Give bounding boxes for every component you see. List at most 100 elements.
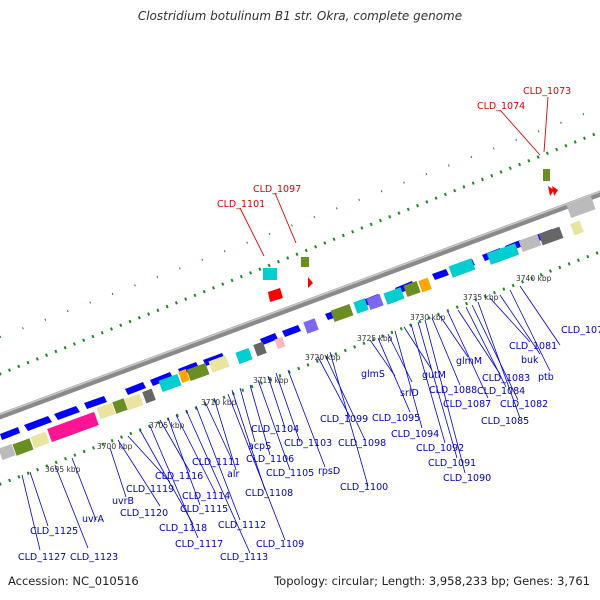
gene-label: gutM	[422, 370, 446, 381]
highlight-arrow	[308, 277, 313, 288]
gene-label: uvrB	[112, 496, 134, 507]
kbp-label: 3705 kbp	[149, 421, 185, 430]
kbp-label: 3725 kbp	[357, 334, 393, 343]
inner-gene-blocks	[0, 195, 596, 461]
gene-label: CLD_1106	[246, 454, 294, 465]
highlight-leaders	[239, 96, 549, 257]
gene-label: CLD_1103	[284, 438, 332, 449]
gene-label: uvrA	[82, 514, 105, 525]
gene-block	[383, 287, 405, 305]
gene-label: CLD_1105	[266, 468, 314, 479]
gene-label: CLD_1112	[218, 520, 266, 531]
gene-block	[263, 268, 277, 280]
highlight-label-cld1073[interactable]: CLD_1073	[523, 86, 571, 97]
gene-arrow	[282, 325, 301, 337]
gene-block	[403, 280, 421, 298]
gene-block	[158, 373, 182, 393]
kbp-label: 3715 kbp	[253, 376, 289, 385]
gene-label: alr	[227, 469, 239, 480]
gene-label: CLD_1117	[175, 539, 223, 550]
gene-label: ptb	[538, 372, 554, 383]
highlight-arrow	[268, 288, 283, 302]
highlight-label-cld1097[interactable]: CLD_1097	[253, 184, 301, 195]
map-title: Clostridium botulinum B1 str. Okra, comp…	[137, 9, 463, 23]
gene-label: CLD_1113	[220, 552, 268, 563]
kbp-label: 3700 kbp	[97, 442, 133, 451]
gene-arrow	[260, 333, 278, 345]
kbp-label: 3710 kbp	[201, 398, 237, 407]
kbp-label: 3695 kbp	[45, 465, 81, 474]
gene-label: CLD_1114	[182, 491, 230, 502]
gene-block	[566, 195, 596, 219]
gene-block	[518, 233, 542, 253]
gene-arrow	[54, 406, 80, 420]
genome-backbone	[0, 190, 600, 420]
topology-text: Topology: circular; Length: 3,958,233 bp…	[274, 574, 590, 588]
gene-block	[0, 443, 16, 461]
highlight-arrow	[548, 186, 554, 196]
highlight-arrow	[552, 186, 558, 196]
gene-label: CLD_1084	[477, 386, 525, 397]
gene-label: CLD_1109	[256, 539, 304, 550]
gene-block	[30, 431, 50, 449]
gene-label: CLD_1081	[509, 341, 557, 352]
gene-label: CLD_1085	[481, 416, 529, 427]
gene-block	[366, 293, 384, 311]
gene-block	[47, 411, 99, 443]
kbp-labels: 3695 kbp 3700 kbp 3705 kbp 3710 kbp 3715…	[45, 274, 552, 474]
gene-block	[418, 277, 432, 293]
gene-label: CLD_1098	[338, 438, 386, 449]
gene-label: CLD_1099	[320, 414, 368, 425]
gene-label: buk	[521, 355, 539, 366]
gene-label: acpS	[248, 441, 271, 452]
kbp-label: 3735 kbp	[463, 293, 499, 302]
gene-arrow	[84, 396, 107, 409]
gene-label: glmS	[361, 369, 385, 380]
gene-label: CLD_1077	[561, 325, 600, 336]
gene-label: CLD_1118	[159, 523, 207, 534]
gene-label: CLD_1088	[429, 385, 477, 396]
gene-label: CLD_1095	[372, 413, 420, 424]
gene-label: CLD_1083	[482, 373, 530, 384]
gene-label: CLD_1090	[443, 473, 491, 484]
gene-block	[208, 355, 230, 373]
gene-block	[301, 257, 309, 267]
gene-label: CLD_1127	[18, 552, 66, 563]
accession-text: Accession: NC_010516	[8, 574, 139, 588]
gene-block	[96, 402, 116, 420]
gene-block	[570, 220, 584, 236]
gene-block	[253, 341, 267, 357]
gene-arrow	[24, 416, 52, 431]
gene-block	[448, 258, 476, 278]
kbp-label: 3730 kbp	[410, 313, 446, 322]
gene-block	[142, 388, 156, 404]
gene-block	[486, 243, 520, 265]
gene-arrow	[150, 372, 173, 386]
gene-block	[112, 398, 128, 414]
gene-label: CLD_1115	[180, 504, 228, 515]
kbp-label: 3740 kbp	[516, 274, 552, 283]
gene-label: CLD_1108	[245, 488, 293, 499]
label-leaders	[21, 285, 561, 554]
gene-block	[274, 336, 286, 350]
gene-arrow	[0, 427, 20, 440]
gene-label: CLD_1119	[126, 484, 174, 495]
gene-block	[330, 303, 354, 323]
gene-labels[interactable]: CLD_1125 CLD_1127 CLD_1123 uvrA uvrB CLD…	[18, 325, 600, 563]
gene-label: CLD_1123	[70, 552, 118, 563]
gene-block	[124, 393, 144, 411]
gene-label: CLD_1104	[251, 424, 299, 435]
gene-block	[353, 298, 369, 314]
highlight-label-cld1101[interactable]: CLD_1101	[217, 199, 265, 210]
gene-block	[12, 438, 34, 456]
gene-label: CLD_1125	[30, 526, 78, 537]
gene-label: srlD	[400, 388, 419, 399]
genome-backbone-highlight	[0, 190, 600, 416]
gene-block	[235, 347, 253, 365]
gene-block	[538, 226, 564, 246]
gene-label: CLD_1091	[428, 458, 476, 469]
highlight-label-cld1074[interactable]: CLD_1074	[477, 101, 525, 112]
gene-label: CLD_1111	[192, 457, 240, 468]
gene-label: CLD_1082	[500, 399, 548, 410]
